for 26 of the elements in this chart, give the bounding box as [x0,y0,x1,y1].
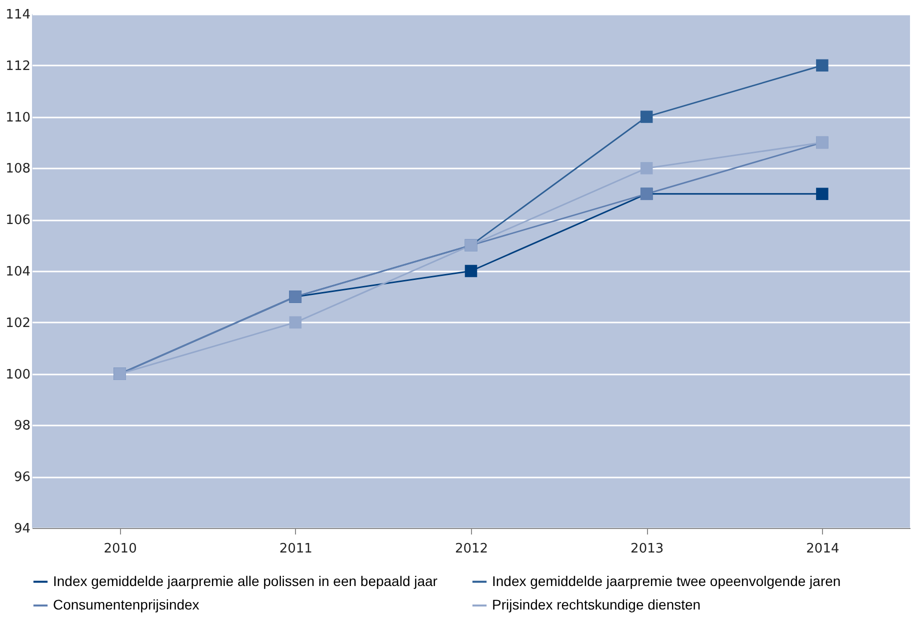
x-tick-label: 2011 [279,542,312,556]
y-tick-label: 94 [14,522,30,536]
y-tick-label: 112 [6,58,30,74]
y-tick-label: 114 [6,8,30,22]
legend-label: Index gemiddelde jaarpremie twee opeenvolgende jaren [492,572,841,589]
y-tick-label: 98 [14,418,30,434]
point [640,162,653,174]
y-tick-label: 110 [6,110,30,126]
x-tick-label: 2013 [630,542,664,556]
legend-label: Prijsindex rechtskundige diensten [492,596,701,612]
x-tick-label: 2012 [454,542,488,556]
point [289,316,302,329]
point [816,59,828,72]
y-tick-label: 102 [6,316,30,331]
y-tick-label: 108 [6,162,30,177]
point [640,110,653,123]
x-tick-label: 2014 [806,542,840,556]
point [816,188,828,200]
y-tick-label: 106 [6,213,30,228]
y-tick-label: 100 [6,367,30,382]
legend-label: Consumentenprijsindex [53,596,200,612]
x-tick-label: 2010 [104,542,137,556]
y-tick-label: 104 [6,264,30,280]
y-tick-label: 96 [14,470,30,486]
legend-label: Index gemiddelde jaarpremie alle polissen in een bepaald jaar [53,572,438,589]
point [464,264,478,278]
